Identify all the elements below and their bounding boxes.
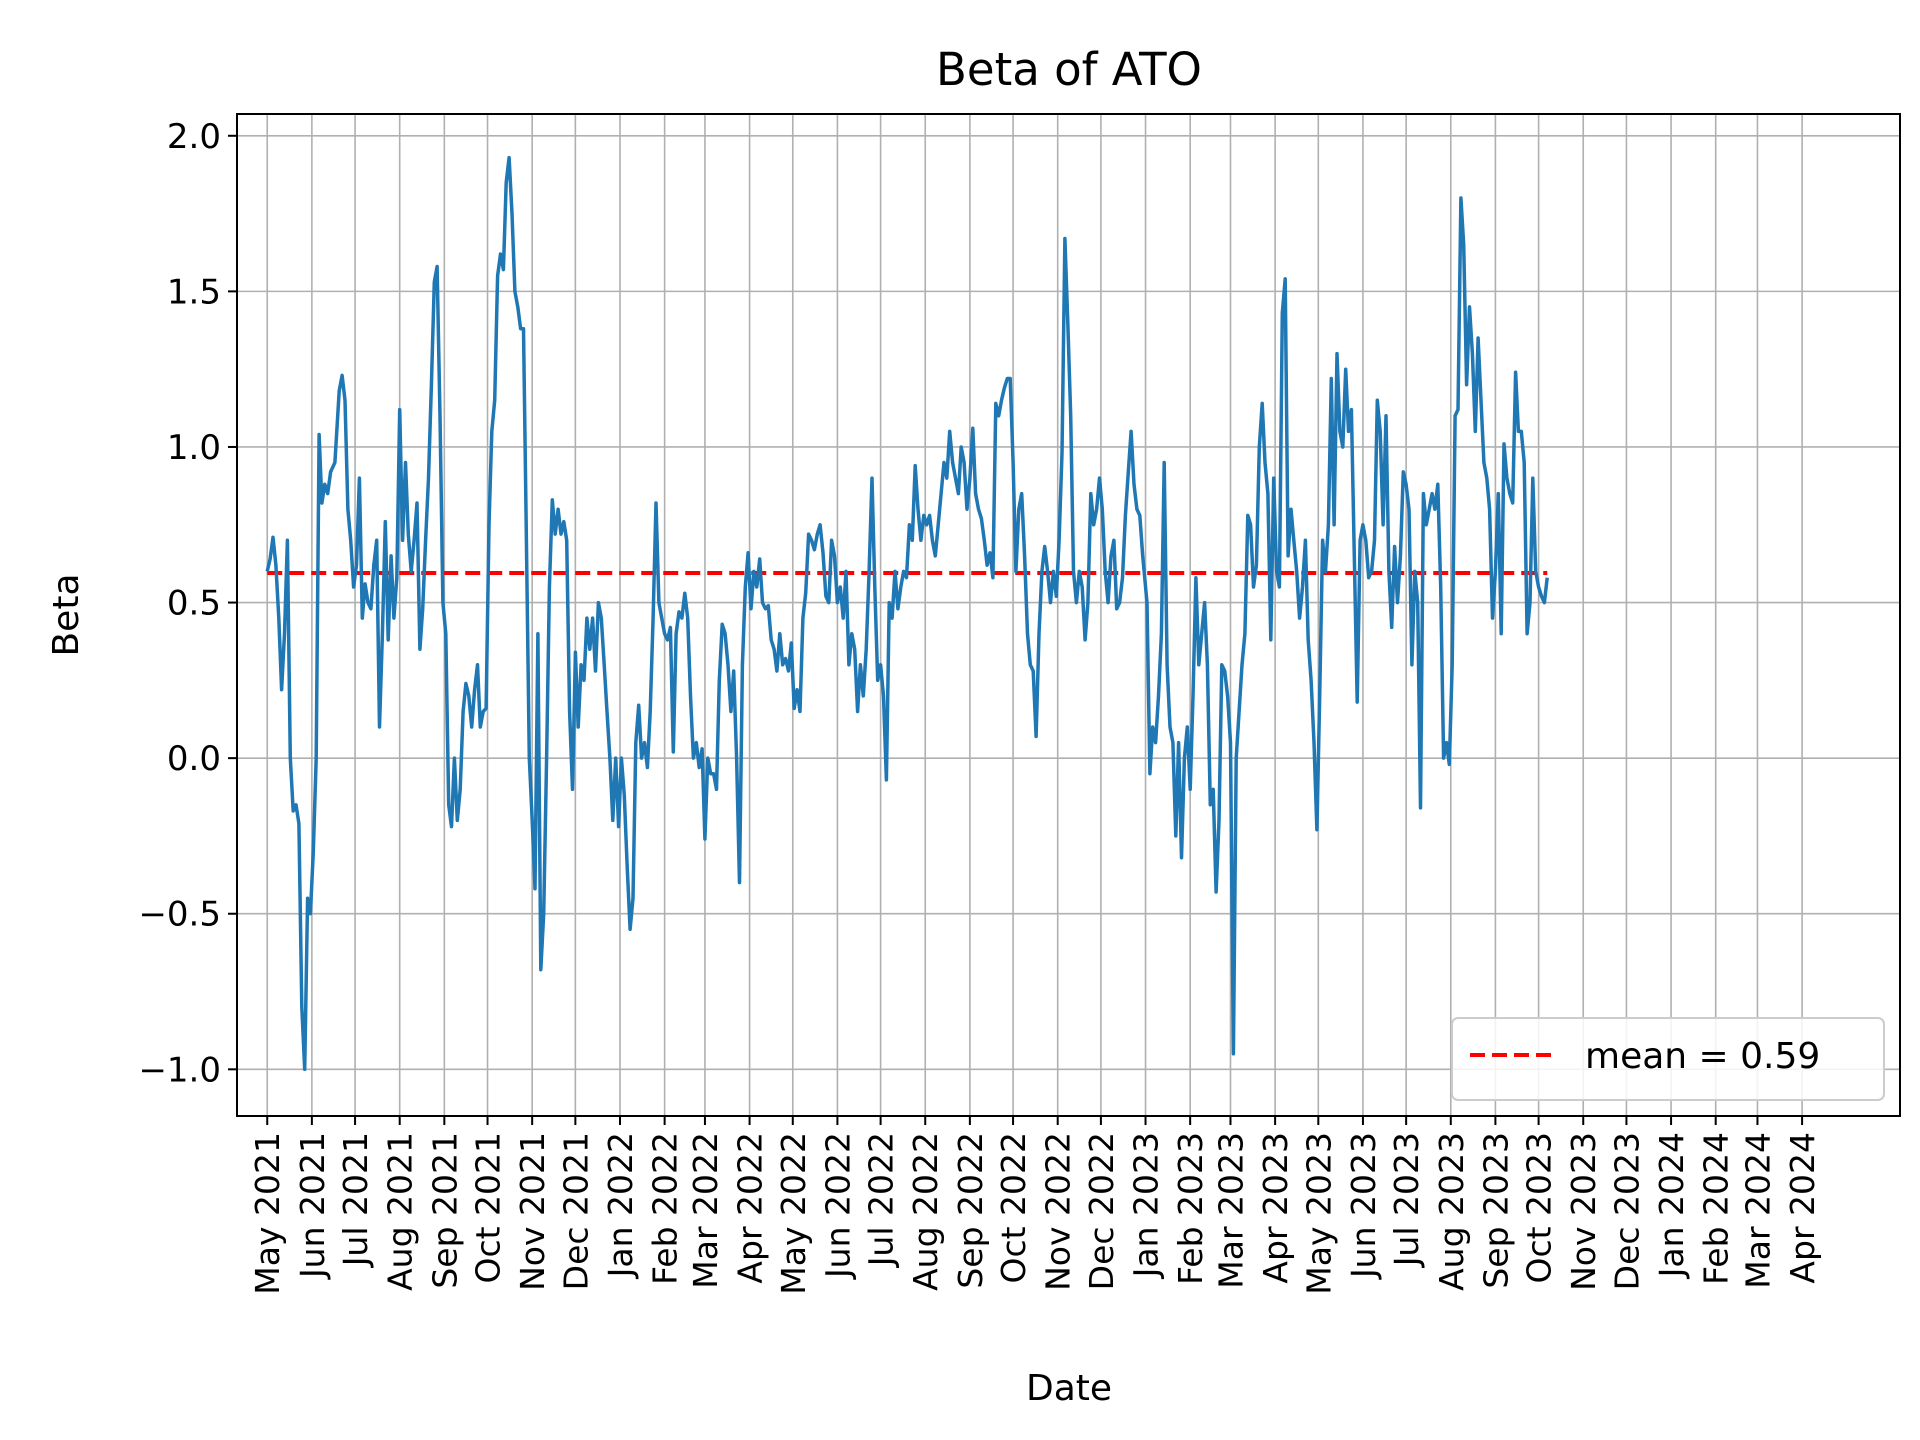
- x-tick-label: May 2021: [248, 1132, 287, 1295]
- x-tick-label: Jul 2022: [862, 1132, 901, 1268]
- x-axis-label: Date: [1026, 1368, 1112, 1409]
- x-tick-label: Sep 2022: [951, 1132, 990, 1289]
- chart-title: Beta of ATO: [936, 43, 1202, 96]
- x-tick-label: Jan 2024: [1652, 1132, 1691, 1279]
- beta-series-line: [265, 155, 1549, 1072]
- x-tick-label: Apr 2023: [1256, 1132, 1295, 1284]
- data-series: [265, 155, 1549, 1072]
- x-tick-label: Jun 2022: [818, 1132, 857, 1280]
- y-tick-label: 1.5: [167, 272, 221, 312]
- x-tick-label: Mar 2024: [1738, 1132, 1777, 1289]
- x-tick-label: Oct 2022: [994, 1132, 1033, 1284]
- x-tick-label: Dec 2023: [1607, 1132, 1646, 1290]
- x-tick-label: Aug 2022: [906, 1132, 945, 1291]
- x-tick-label: Jan 2022: [601, 1132, 640, 1279]
- x-tick-label: Oct 2021: [469, 1132, 508, 1284]
- x-tick-label: Oct 2023: [1520, 1132, 1559, 1284]
- x-tick-label: Dec 2021: [556, 1132, 595, 1290]
- x-tick-label: Aug 2021: [381, 1132, 420, 1291]
- x-tick-label: Dec 2022: [1082, 1132, 1121, 1290]
- x-tick-label: Mar 2023: [1211, 1132, 1250, 1289]
- y-tick-label: 1.0: [167, 428, 221, 468]
- y-tick-label: 0.5: [167, 584, 221, 624]
- x-tick-label: Apr 2022: [731, 1132, 770, 1284]
- x-tick-label: Nov 2023: [1564, 1132, 1603, 1291]
- y-tick-label: −1.0: [138, 1050, 221, 1090]
- legend: mean = 0.59: [1451, 1017, 1885, 1101]
- y-tick-label: 2.0: [167, 117, 221, 157]
- x-tick-label: Jan 2023: [1127, 1132, 1166, 1279]
- x-tick-label: Mar 2022: [686, 1132, 725, 1289]
- legend-mean-label: mean = 0.59: [1585, 1036, 1820, 1077]
- x-tick-label: Jul 2021: [336, 1132, 375, 1268]
- x-tick-label: May 2023: [1299, 1132, 1338, 1295]
- x-tick-label: Nov 2022: [1039, 1132, 1078, 1291]
- x-tick-label: Jun 2023: [1344, 1132, 1383, 1280]
- y-tick-label: −0.5: [138, 895, 221, 935]
- x-tick-label: Jul 2023: [1387, 1132, 1426, 1268]
- y-axis-label: Beta: [46, 573, 87, 656]
- x-tick-label: Sep 2023: [1476, 1132, 1515, 1289]
- x-tick-label: Feb 2023: [1171, 1132, 1210, 1285]
- plot-frame: [236, 113, 1901, 1117]
- legend-box: [1451, 1017, 1885, 1101]
- y-tick-label: 0.0: [167, 739, 221, 779]
- x-tick-label: Feb 2024: [1697, 1132, 1736, 1285]
- x-tick-label: Aug 2023: [1432, 1132, 1471, 1291]
- y-axis-ticks: 2.0 1.5 1.0 0.5 0.0 −0.5 −1.0: [138, 117, 237, 1090]
- x-tick-label: Nov 2021: [513, 1132, 552, 1291]
- x-axis-ticks: May 2021 Jun 2021 Jul 2021 Aug 2021 Sep 2021…: [248, 1116, 1822, 1295]
- x-tick-label: Apr 2024: [1783, 1132, 1822, 1284]
- x-tick-label: Sep 2021: [425, 1132, 464, 1289]
- x-tick-label: Feb 2022: [646, 1132, 685, 1285]
- x-tick-label: May 2022: [774, 1132, 813, 1295]
- x-tick-label: Jun 2021: [293, 1132, 332, 1280]
